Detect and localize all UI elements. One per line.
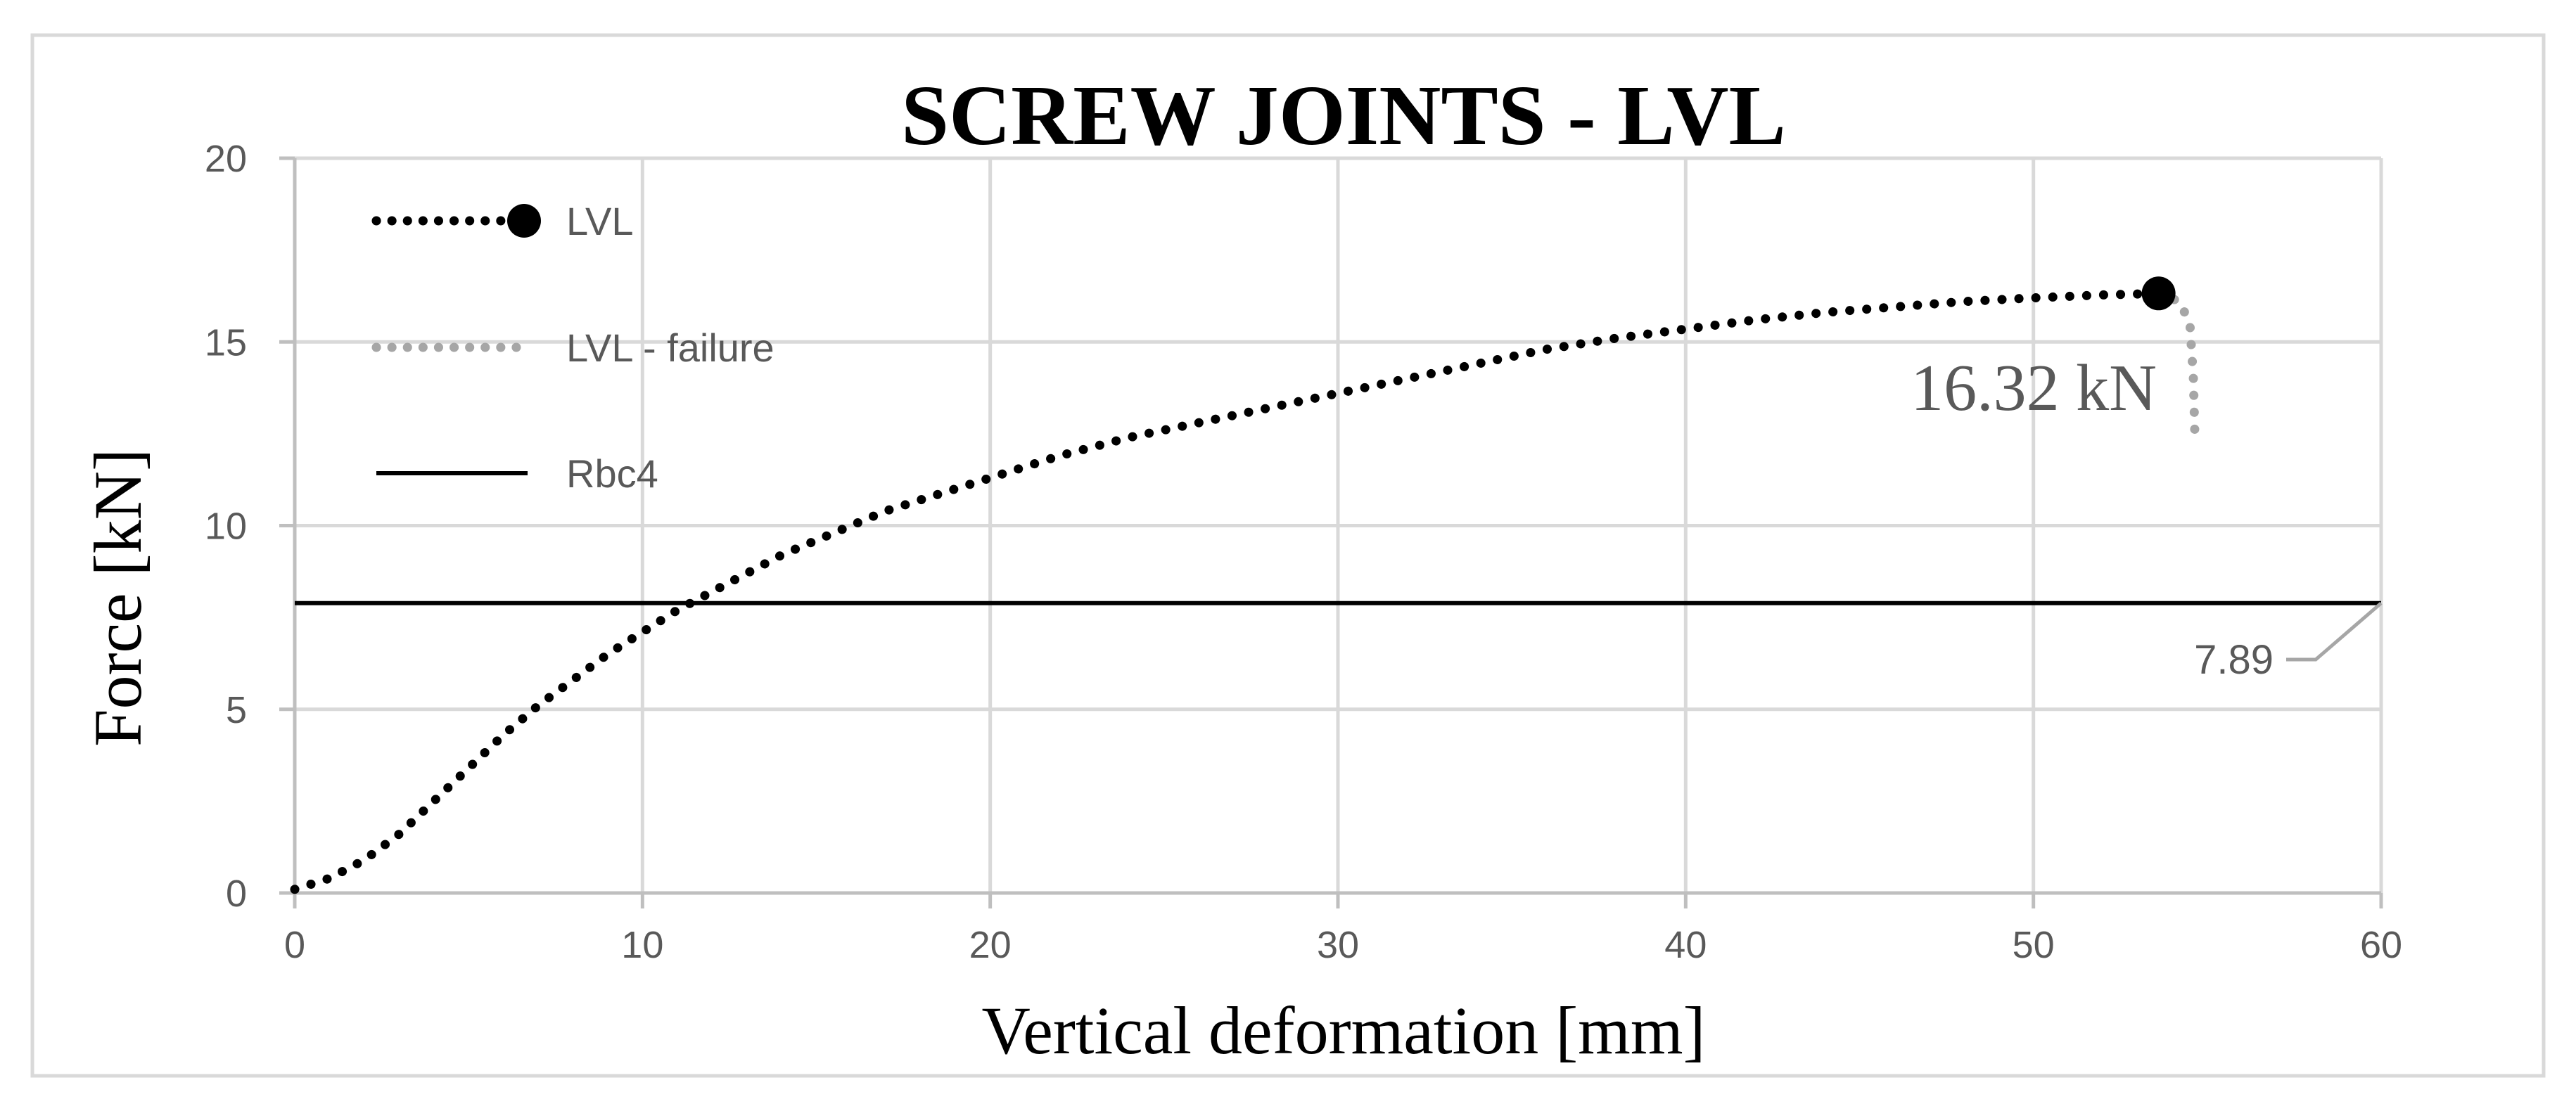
legend: LVL LVL - failure Rbc4 bbox=[371, 199, 774, 496]
rbc4-value-label: 7.89 bbox=[2194, 637, 2274, 683]
legend-marker-lvl bbox=[507, 204, 541, 238]
legend-label-lvl: LVL bbox=[566, 199, 633, 243]
series bbox=[290, 276, 2383, 894]
y-tick-label-10: 10 bbox=[205, 506, 247, 548]
legend-item-lvl-failure: LVL - failure bbox=[371, 326, 774, 370]
axes: 0 10 20 30 40 50 60 0 5 10 15 20 bbox=[205, 138, 2402, 966]
x-tick-label-40: 40 bbox=[1664, 924, 1707, 966]
x-tick-label-60: 60 bbox=[2360, 924, 2402, 966]
x-axis-title: Vertical deformation [mm] bbox=[982, 993, 1706, 1068]
chart-title: SCREW JOINTS - LVL bbox=[901, 68, 1786, 163]
legend-label-rbc4: Rbc4 bbox=[566, 451, 658, 496]
y-axis-title: Force [kN] bbox=[80, 449, 155, 747]
y-tick-label-20: 20 bbox=[205, 138, 247, 180]
peak-value-label: 16.32 kN bbox=[1911, 352, 2157, 425]
y-tick-label-0: 0 bbox=[226, 873, 247, 915]
gridlines bbox=[295, 156, 2383, 893]
chart-border bbox=[30, 33, 2546, 1078]
peak-marker bbox=[2141, 276, 2176, 311]
x-tick-label-50: 50 bbox=[2013, 924, 2055, 966]
rbc4-label-leader bbox=[2286, 601, 2383, 662]
x-tick-label-20: 20 bbox=[969, 924, 1012, 966]
y-tick-label-15: 15 bbox=[205, 321, 247, 364]
x-tick-label-0: 0 bbox=[284, 924, 305, 966]
x-tick-label-10: 10 bbox=[621, 924, 663, 966]
x-tick-label-30: 30 bbox=[1317, 924, 1359, 966]
y-tick-label-5: 5 bbox=[226, 689, 247, 731]
legend-label-lvl-failure: LVL - failure bbox=[566, 326, 774, 370]
series-line-lvl bbox=[290, 288, 2164, 894]
legend-item-lvl: LVL bbox=[371, 199, 633, 243]
legend-item-rbc4: Rbc4 bbox=[376, 451, 658, 496]
